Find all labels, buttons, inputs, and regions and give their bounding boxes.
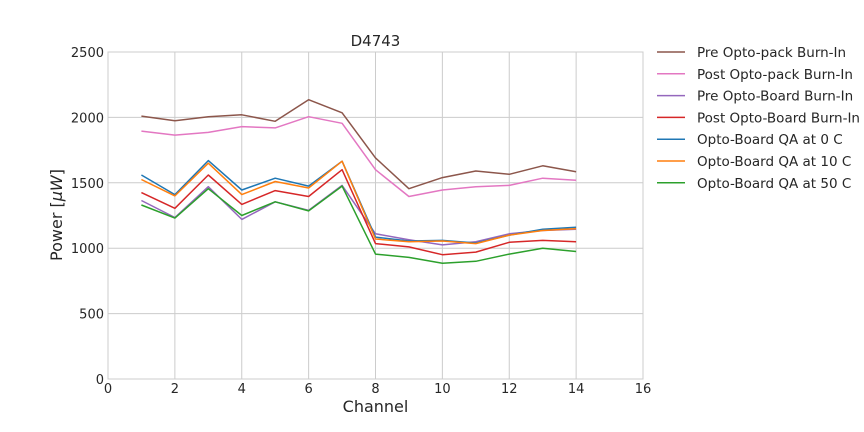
series-line	[141, 160, 577, 245]
y-axis-label-text: Power [	[47, 201, 66, 261]
y-axis-label-unit: μW	[47, 174, 66, 202]
legend-label: Post Opto-pack Burn-In	[697, 67, 853, 83]
x-tick-label: 2	[171, 382, 179, 397]
x-tick-label: 0	[104, 382, 112, 397]
y-tick-label: 2000	[71, 111, 104, 126]
legend-item: Pre Opto-Board Burn-In	[657, 89, 853, 105]
legend-label: Pre Opto-Board Burn-In	[697, 89, 853, 105]
y-tick-label: 500	[79, 308, 104, 323]
legend: Pre Opto-pack Burn-In Post Opto-pack Burn…	[657, 45, 860, 192]
series-line	[141, 184, 577, 246]
legend-label: Opto-Board QA at 10 C	[697, 154, 851, 170]
plot-frame	[107, 51, 644, 380]
chart-title: D4743	[351, 32, 401, 50]
y-tick-labels: 0 500 1000 1500 2000 2500	[71, 46, 104, 388]
legend-item: Pre Opto-pack Burn-In	[657, 45, 846, 61]
legend-item: Opto-Board QA at 0 C	[657, 132, 843, 148]
y-tick-label: 1000	[71, 242, 104, 257]
y-tick-label: 0	[96, 373, 104, 388]
series-line	[141, 115, 577, 198]
legend-item: Post Opto-Board Burn-In	[657, 110, 860, 126]
y-axis-label: Power [μW]	[47, 169, 66, 261]
x-tick-label: 14	[568, 382, 585, 397]
series-line	[141, 168, 577, 256]
axes	[107, 51, 644, 380]
x-tick-label: 6	[304, 382, 312, 397]
x-tick-label: 12	[501, 382, 518, 397]
x-tick-label: 8	[371, 382, 379, 397]
legend-label: Opto-Board QA at 0 C	[697, 132, 843, 148]
x-axis-label: Channel	[343, 397, 409, 416]
legend-item: Opto-Board QA at 10 C	[657, 154, 851, 170]
x-tick-label: 10	[434, 382, 451, 397]
legend-label: Post Opto-Board Burn-In	[697, 110, 860, 126]
legend-label: Pre Opto-pack Burn-In	[697, 45, 846, 61]
legend-item: Post Opto-pack Burn-In	[657, 67, 853, 83]
grid-lines	[107, 51, 644, 380]
y-tick-label: 2500	[71, 46, 104, 61]
y-axis-label-close: ]	[47, 169, 66, 175]
x-tick-label: 4	[238, 382, 246, 397]
legend-label: Opto-Board QA at 50 C	[697, 176, 851, 192]
x-tick-label: 16	[635, 382, 652, 397]
series-lines	[141, 98, 577, 264]
series-line	[141, 185, 577, 264]
y-tick-label: 1500	[71, 177, 104, 192]
x-tick-labels: 0 2 4 6 8 10 12 14 16	[104, 382, 651, 397]
legend-item: Opto-Board QA at 50 C	[657, 176, 851, 192]
series-line	[141, 98, 577, 190]
